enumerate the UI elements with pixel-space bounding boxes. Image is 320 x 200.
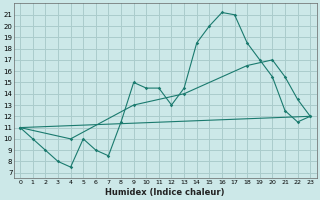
X-axis label: Humidex (Indice chaleur): Humidex (Indice chaleur) [106, 188, 225, 197]
